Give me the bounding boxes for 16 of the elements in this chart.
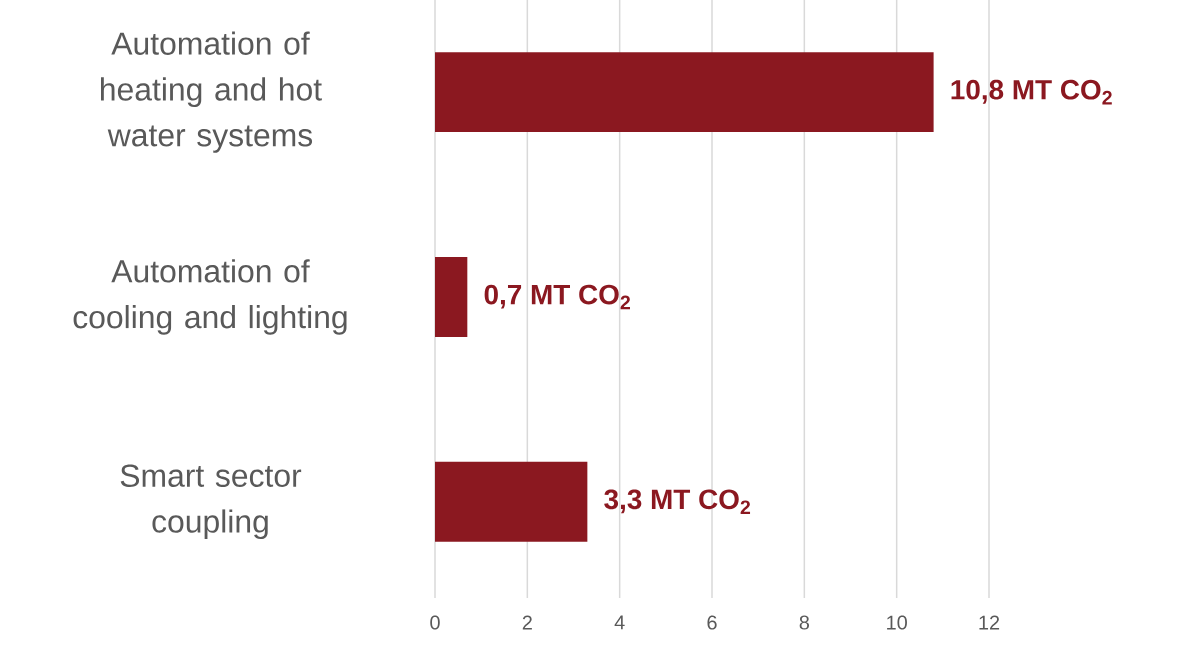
data-label: 10,8 MT CO$_{2}$ — [951, 79, 1112, 105]
y-tick-label: Automation of heating and hot water systems — [101, 31, 322, 153]
y-tick-label: Automation of cooling and lighting — [73, 259, 347, 335]
x-tick-label: 4 — [614, 615, 625, 630]
x-tick-label: 8 — [799, 615, 810, 630]
bar — [435, 52, 934, 133]
bar — [435, 461, 588, 542]
x-tick-label: 0 — [430, 615, 440, 630]
x-tick-label: 12 — [979, 615, 1000, 630]
x-tick-label: 6 — [707, 615, 717, 630]
data-label: 0,7 MT CO$_{2}$ — [484, 284, 630, 310]
y-tick-label: Smart sector coupling — [120, 464, 302, 540]
data-label: 3,3 MT CO$_{2}$ — [604, 489, 751, 515]
bar — [435, 257, 468, 337]
x-tick-label: 10 — [887, 615, 907, 630]
x-tick-label: 2 — [522, 615, 532, 630]
